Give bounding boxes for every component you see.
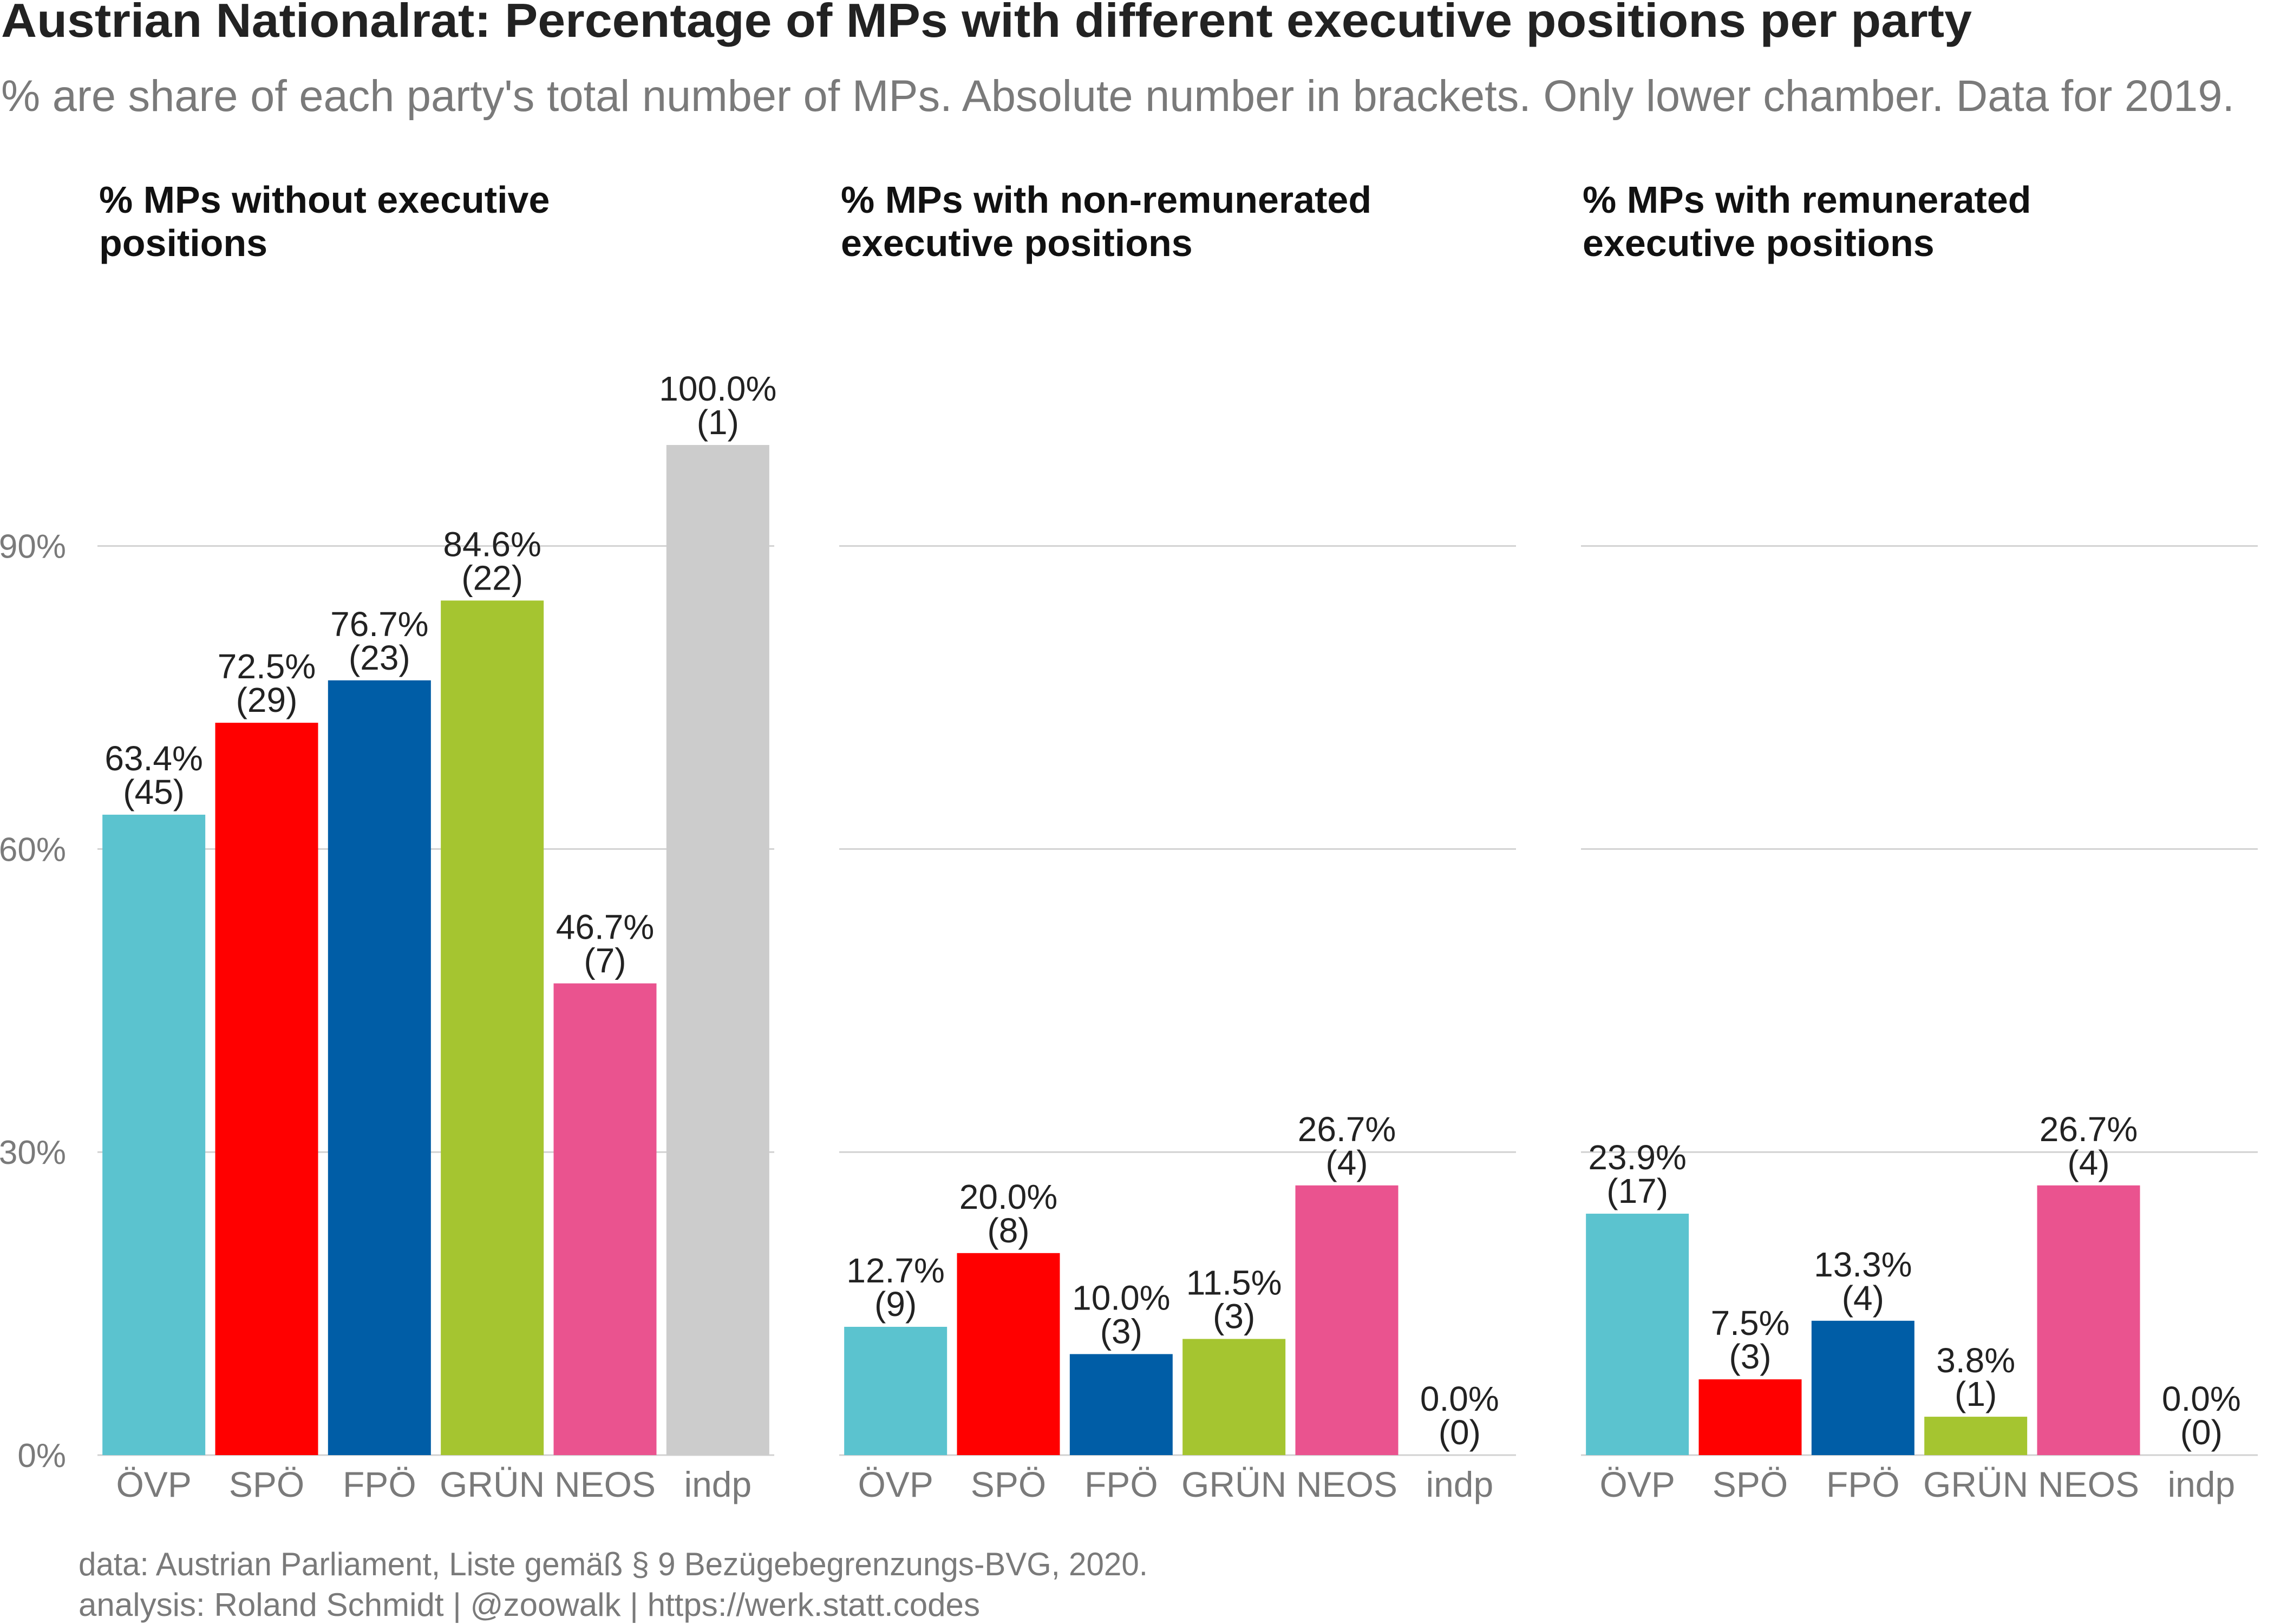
facet-panel: % MPs with non-remunerated executive posi… [839,179,1516,1504]
bar [666,445,769,1455]
data-label-percent: 13.3% [1814,1245,1912,1284]
data-label-count: (4) [2067,1143,2109,1182]
data-label-count: (8) [987,1211,1029,1250]
bar [553,983,657,1455]
caption-line-2: analysis: Roland Schmidt | @zoowalk | ht… [79,1587,980,1623]
data-label-percent: 7.5% [1711,1304,1790,1343]
bar [1924,1417,2028,1455]
data-label-count: (0) [2180,1413,2223,1452]
bar [1295,1185,1399,1455]
data-label-percent: 63.4% [104,739,202,778]
x-tick-label: FPÖ [343,1464,416,1504]
data-label-percent: 12.7% [846,1251,944,1290]
facet-panel: % MPs without executive positions 63.4%(45… [97,179,776,1504]
x-tick-label: ÖVP [858,1464,933,1504]
x-tick-label: NEOS [1296,1464,1397,1504]
data-label-count: (1) [697,403,739,442]
x-tick-label: GRÜN [1923,1464,2028,1504]
x-tick-label: FPÖ [1084,1464,1158,1504]
x-tick-label: GRÜN [440,1464,545,1504]
bar [328,680,431,1455]
y-tick-label: 30% [0,1134,66,1171]
facet-panel: % MPs with remunerated executive position… [1581,179,2258,1504]
data-label-percent: 72.5% [218,647,316,686]
data-label-count: (7) [584,941,626,980]
chart-subtitle: % are share of each party's total number… [1,71,2234,121]
data-label-percent: 84.6% [443,525,541,564]
data-label-percent: 0.0% [1420,1379,1499,1418]
data-label-count: (3) [1213,1296,1255,1335]
x-tick-label: indp [684,1464,752,1504]
data-label-percent: 76.7% [330,605,428,644]
bar [215,723,318,1455]
x-tick-label: indp [2167,1464,2235,1504]
data-label-count: (3) [1100,1312,1142,1351]
x-tick-label: ÖVP [1599,1464,1675,1504]
bar [957,1253,1060,1455]
x-tick-label: NEOS [554,1464,656,1504]
data-label-percent: 26.7% [2040,1110,2138,1149]
y-tick-label: 60% [0,831,66,868]
facets: % MPs without executive positions 63.4%(45… [97,179,2258,1504]
bar [1182,1339,1286,1455]
y-tick-label: 90% [0,528,66,566]
chart-title: Austrian Nationalrat: Percentage of MPs … [1,0,1972,47]
data-label-count: (3) [1729,1337,1771,1376]
data-label-count: (17) [1606,1171,1668,1210]
facet-title: % MPs without executive positions [99,179,550,264]
bar [1811,1320,1914,1455]
x-tick-label: SPÖ [1713,1464,1788,1504]
data-label-count: (4) [1842,1279,1884,1318]
data-label-percent: 3.8% [1936,1341,2015,1380]
bar [1698,1379,1802,1455]
bar [441,600,544,1455]
bar [2037,1185,2140,1455]
data-label-count: (0) [1439,1413,1481,1452]
data-label-count: (22) [461,558,523,597]
data-label-percent: 26.7% [1298,1110,1396,1149]
data-label-percent: 0.0% [2162,1379,2241,1418]
data-label-percent: 10.0% [1072,1278,1170,1317]
data-label-count: (1) [1955,1374,1997,1413]
x-tick-label: ÖVP [116,1464,191,1504]
bar [102,814,206,1455]
x-tick-label: GRÜN [1181,1464,1286,1504]
bar [1586,1214,1689,1455]
x-tick-label: FPÖ [1826,1464,1900,1504]
data-label-percent: 46.7% [556,908,654,947]
x-tick-label: NEOS [2038,1464,2139,1504]
data-label-count: (9) [874,1285,917,1324]
data-label-percent: 20.0% [959,1177,1057,1216]
caption-line-1: data: Austrian Parliament, Liste gemäß §… [79,1546,1148,1582]
facet-title: % MPs with remunerated executive position… [1583,179,2031,264]
data-label-percent: 23.9% [1588,1138,1686,1177]
data-label-count: (29) [236,680,298,719]
x-tick-label: SPÖ [229,1464,304,1504]
data-label-percent: 11.5% [1186,1263,1282,1302]
bar [1069,1354,1173,1455]
y-axis: 0% 30% 60% 90% [0,528,66,1475]
bar [844,1327,948,1455]
data-label-percent: 100.0% [659,369,776,408]
x-tick-label: indp [1426,1464,1493,1504]
data-label-count: (23) [349,638,410,677]
y-tick-label: 0% [17,1437,66,1475]
x-tick-label: SPÖ [971,1464,1046,1504]
data-label-count: (4) [1325,1143,1368,1182]
facet-title: % MPs with non-remunerated executive posi… [841,179,1371,264]
data-label-count: (45) [123,772,185,811]
